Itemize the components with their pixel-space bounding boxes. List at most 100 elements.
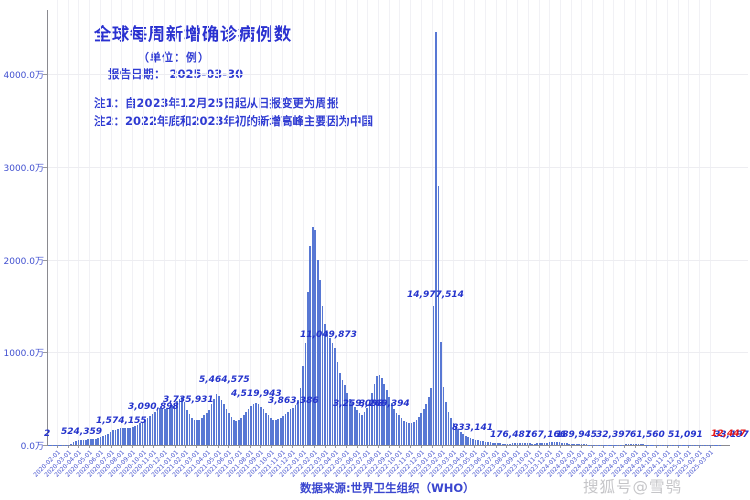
bar: [237, 419, 240, 445]
x-tick-mark: [677, 445, 679, 448]
x-tick-mark: [538, 445, 540, 448]
chart-unit-subtitle: （单位：例）: [138, 49, 210, 65]
bar: [538, 443, 541, 445]
x-tick-mark: [495, 445, 497, 448]
x-tick-mark: [292, 445, 294, 448]
bar: [161, 408, 164, 445]
x-tick-mark: [581, 445, 583, 448]
bar: [437, 186, 440, 445]
bar: [563, 443, 566, 445]
bar: [627, 444, 630, 445]
y-tick-mark: [43, 445, 47, 446]
gridline-v: [271, 0, 272, 445]
gridline-v: [131, 0, 133, 445]
gridline-v: [399, 0, 401, 445]
bar: [445, 402, 447, 445]
x-tick-mark: [99, 445, 101, 448]
gridline-v: [613, 0, 615, 445]
bar: [311, 227, 314, 445]
bar: [388, 396, 391, 445]
bar: [257, 404, 260, 445]
gridline-v: [485, 0, 486, 445]
gridline-v: [99, 0, 101, 445]
gridline-v: [153, 0, 155, 445]
x-tick-mark: [271, 445, 272, 448]
bar: [314, 229, 317, 445]
bar: [363, 411, 366, 445]
bar: [80, 439, 82, 445]
bar: [472, 439, 474, 445]
bar: [228, 413, 230, 445]
bar: [124, 428, 127, 445]
x-tick-mark: [206, 445, 208, 448]
bar: [131, 426, 134, 445]
x-tick-mark: [527, 445, 529, 448]
bar: [126, 428, 129, 445]
gridline-v: [67, 0, 69, 445]
bar: [632, 444, 635, 445]
bar: [245, 412, 248, 445]
gridline-v: [506, 0, 508, 445]
bar: [524, 443, 526, 445]
bar: [484, 441, 487, 445]
bar: [99, 437, 102, 445]
x-tick-mark: [228, 445, 230, 448]
gridline-v: [217, 0, 219, 445]
bar: [568, 443, 571, 445]
bar: [225, 408, 228, 445]
bar: [339, 372, 341, 445]
bar: [489, 442, 492, 445]
bar: [186, 410, 188, 445]
bar: [176, 400, 178, 445]
bar: [141, 421, 144, 445]
bar: [440, 342, 442, 445]
x-tick-mark: [110, 445, 112, 448]
note-1: 注1：自2023年12月25日起从日报变更为周报: [94, 96, 339, 110]
bar: [272, 419, 275, 445]
gridline-v: [121, 0, 123, 445]
bar: [519, 443, 521, 445]
x-tick-mark: [399, 445, 401, 448]
bar: [144, 419, 146, 445]
x-tick-mark: [78, 445, 80, 448]
bar: [348, 398, 351, 445]
x-tick-mark: [57, 445, 58, 448]
y-tick-label: 3000.0万: [3, 163, 45, 174]
x-tick-mark: [238, 445, 240, 448]
bar: [104, 435, 107, 445]
bar: [425, 404, 428, 445]
gridline-v: [196, 0, 198, 445]
x-tick-mark: [164, 445, 165, 448]
gridline-v: [410, 0, 412, 445]
bar: [70, 443, 72, 445]
watermark: 搜狐号@雪鸮XueXiao: [583, 478, 683, 500]
report-date-row: 报告日期： 2025-03-30: [108, 66, 243, 82]
data-source-note: 数据来源:世界卫生组织（WHO）: [300, 481, 475, 495]
x-tick-mark: [634, 445, 636, 448]
bar: [282, 416, 285, 445]
bar: [578, 444, 581, 445]
bar: [250, 406, 252, 445]
x-tick-mark: [570, 445, 572, 448]
gridline-v: [570, 0, 572, 445]
bar: [551, 442, 553, 445]
bar: [255, 403, 257, 445]
x-tick-mark: [699, 445, 700, 448]
bar: [640, 444, 642, 445]
x-tick-mark: [485, 445, 486, 448]
x-tick-mark: [592, 445, 593, 448]
x-tick-mark: [549, 445, 551, 448]
bar: [521, 443, 524, 445]
x-tick-mark: [517, 445, 519, 448]
x-tick-mark: [67, 445, 69, 448]
bar: [418, 417, 420, 445]
bar: [553, 441, 556, 445]
bar: [329, 338, 331, 445]
bar: [487, 442, 489, 445]
data-label: 2: [44, 429, 51, 439]
bar: [558, 442, 561, 445]
x-tick-mark: [249, 445, 251, 448]
bar: [156, 409, 159, 445]
bar: [85, 439, 87, 445]
